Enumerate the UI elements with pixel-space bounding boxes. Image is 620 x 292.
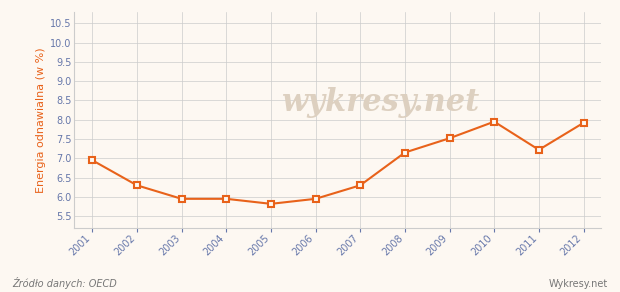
- Text: Wykresy.net: Wykresy.net: [548, 279, 608, 289]
- Text: wykresy.net: wykresy.net: [281, 87, 479, 118]
- Y-axis label: Energia odnawialna (w %): Energia odnawialna (w %): [36, 47, 46, 192]
- Text: Źródło danych: OECD: Źródło danych: OECD: [12, 277, 117, 289]
